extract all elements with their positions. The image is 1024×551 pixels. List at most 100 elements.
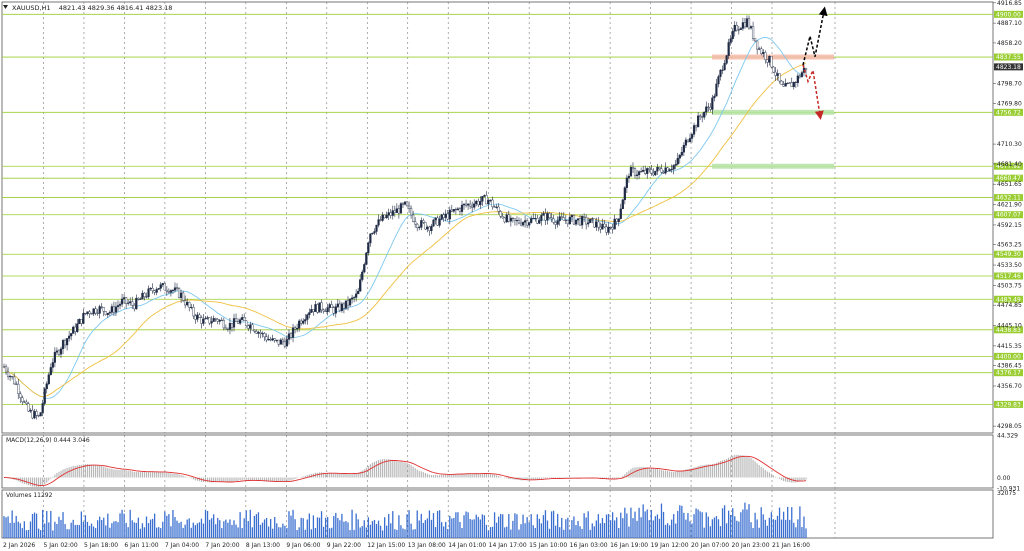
candle-body	[96, 312, 99, 314]
candle-body	[477, 200, 480, 206]
candle-body	[800, 72, 804, 78]
candle-body	[440, 214, 443, 220]
level-price-label: 4400.00	[996, 353, 1021, 360]
candle-body	[570, 215, 574, 218]
candle-body	[670, 168, 673, 170]
volume-axis-label: 32075	[997, 490, 1016, 497]
candle-body	[758, 48, 761, 50]
candle-body	[532, 218, 535, 220]
candle-body	[63, 340, 67, 346]
candle-body	[188, 302, 191, 308]
candle-body	[619, 208, 622, 219]
candle-body	[291, 327, 295, 338]
candle-body	[542, 213, 545, 216]
candle-body	[141, 292, 144, 300]
candle-body	[59, 348, 63, 355]
candle-body	[57, 350, 61, 355]
candle-body	[401, 203, 405, 205]
candle-body	[727, 42, 730, 56]
candle-body	[359, 279, 362, 292]
candle-body	[438, 219, 441, 226]
candle-body	[617, 218, 620, 222]
candle-body	[599, 226, 602, 230]
candle-body	[200, 317, 203, 324]
candle-body	[556, 220, 559, 225]
y-tick-label: 4887.10	[997, 20, 1022, 27]
candle-body	[104, 311, 107, 315]
candle-body	[544, 213, 547, 221]
candle-body	[13, 376, 16, 385]
candle-body	[426, 226, 429, 230]
candle-body	[412, 214, 415, 222]
macd-axis-label: 44.329	[997, 433, 1018, 440]
candle-body	[735, 25, 738, 31]
candle-body	[271, 338, 274, 341]
candle-body	[308, 312, 311, 315]
candle-body	[334, 306, 337, 314]
candle-body	[353, 297, 356, 299]
candle-body	[182, 292, 185, 301]
candle-body	[538, 220, 541, 224]
candle-body	[804, 67, 808, 70]
candle-body	[517, 220, 521, 224]
candle-body	[601, 223, 604, 230]
candle-body	[316, 304, 319, 313]
candle-body	[155, 289, 158, 293]
candle-body	[615, 218, 618, 222]
macd-axis-label: -10.931	[997, 486, 1020, 493]
candle-body	[367, 242, 370, 254]
candle-body	[729, 38, 732, 43]
candle-body	[340, 303, 343, 311]
candle-body	[688, 138, 692, 142]
candle-body	[469, 203, 472, 207]
candle-body	[338, 303, 341, 311]
candle-body	[536, 217, 539, 224]
candle-body	[711, 97, 714, 110]
candle-body	[723, 63, 726, 71]
candle-body	[11, 376, 14, 378]
candle-body	[186, 302, 189, 306]
candle-body	[475, 200, 478, 205]
candle-body	[756, 40, 759, 50]
candle-body	[287, 333, 291, 340]
candle-body	[198, 314, 201, 318]
candle-body	[764, 52, 767, 60]
candle-body	[676, 157, 679, 165]
candle-body	[420, 220, 423, 228]
candle-body	[175, 287, 179, 289]
candle-body	[721, 69, 724, 71]
candle-body	[701, 116, 704, 118]
y-tick-label: 4386.45	[997, 363, 1022, 370]
candle-body	[68, 335, 71, 339]
macd-signal-line	[3, 455, 807, 487]
candle-body	[576, 218, 580, 221]
candle-body	[379, 219, 382, 221]
candle-body	[798, 75, 801, 78]
candle-body	[611, 227, 614, 230]
candle-body	[725, 55, 728, 64]
candle-body	[179, 292, 183, 298]
candle-body	[585, 217, 588, 225]
candle-body	[613, 218, 616, 230]
candle-body	[503, 217, 506, 223]
candle-body	[76, 323, 79, 332]
candle-body	[342, 303, 346, 309]
y-tick-label: 4651.65	[997, 181, 1022, 188]
volumes-label: Volumes 11292	[6, 492, 53, 499]
candle-body	[534, 217, 537, 219]
candle-body	[705, 106, 708, 113]
collapse-triangle-icon[interactable]	[3, 5, 8, 9]
candle-body	[55, 350, 59, 353]
candle-body	[430, 225, 433, 231]
candle-body	[302, 320, 305, 324]
candle-body	[2, 366, 6, 368]
current-price-tag	[994, 63, 1023, 71]
level-price-label: 4632.11	[996, 195, 1021, 202]
candle-body	[259, 332, 262, 334]
candle-body	[515, 220, 519, 222]
candle-body	[167, 291, 170, 293]
candle-body	[143, 292, 146, 298]
candle-body	[265, 336, 268, 341]
candle-body	[715, 83, 718, 97]
candle-body	[263, 333, 266, 338]
